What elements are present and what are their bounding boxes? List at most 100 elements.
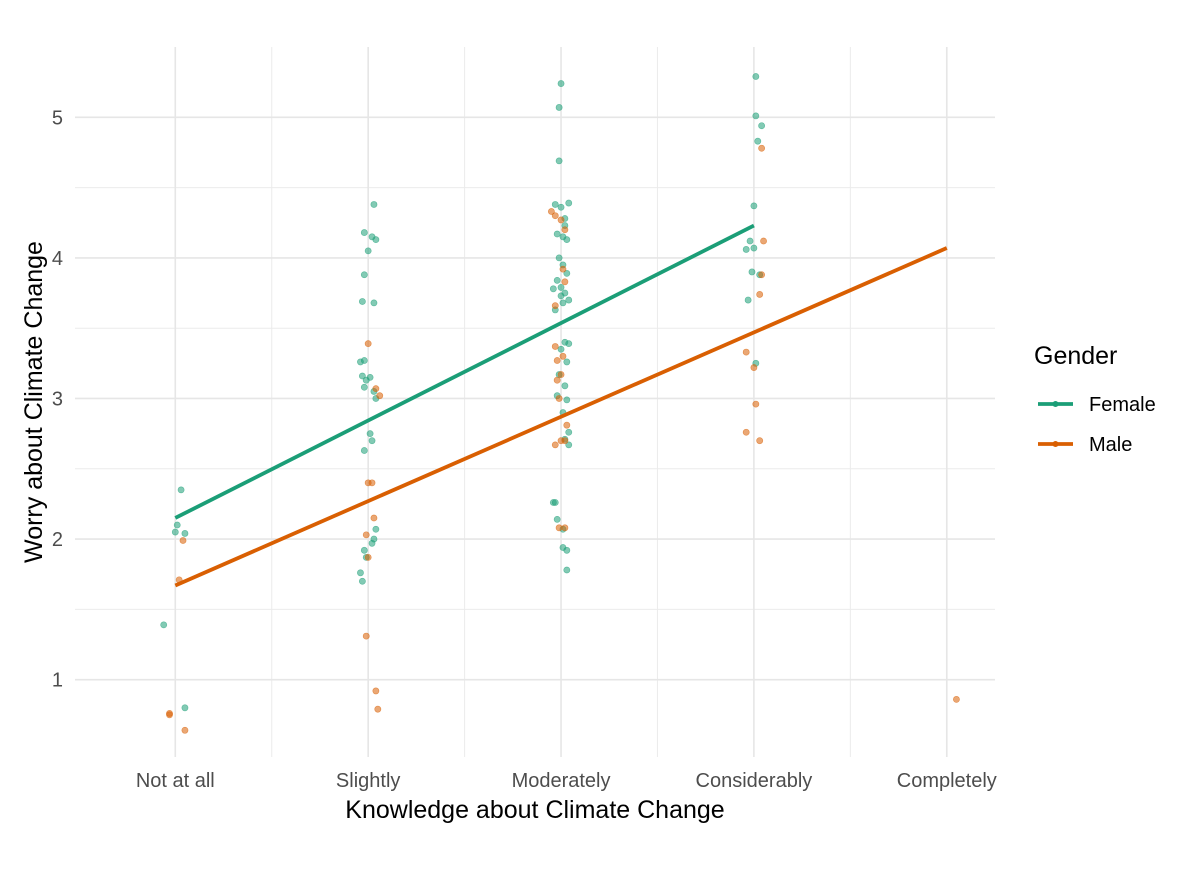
female-point (364, 247, 372, 255)
male-point (760, 237, 767, 245)
female-point (565, 340, 573, 348)
male-point (368, 479, 376, 487)
male-point (547, 208, 555, 215)
male-point (362, 531, 370, 539)
female-point (559, 299, 567, 307)
female-point (752, 112, 760, 120)
female-point (553, 276, 561, 284)
female-point (173, 521, 181, 529)
y-tick-label: 4 (52, 248, 63, 270)
x-tick-label: Moderately (512, 770, 611, 792)
female-point (360, 229, 368, 236)
female-point (565, 199, 573, 207)
female-point (551, 201, 559, 208)
x-axis-tick-labels: Not at all Slightly Moderately Considerably… (136, 770, 997, 792)
female-point (177, 486, 185, 494)
x-axis-title: Knowledge about Climate Change (345, 796, 724, 824)
female-point (565, 441, 573, 449)
female-point (563, 269, 571, 277)
male-point (551, 343, 559, 350)
female-point (555, 104, 563, 111)
male-point (742, 428, 750, 436)
female-point (368, 539, 376, 547)
male-point (374, 705, 382, 713)
male-point (758, 144, 766, 152)
male-point (551, 212, 559, 220)
legend-key-point (1052, 401, 1059, 407)
legend-label: Male (1089, 434, 1132, 456)
x-tick-label: Not at all (136, 770, 215, 792)
male-point (551, 441, 559, 449)
male-point (559, 265, 567, 273)
male-point (166, 711, 173, 719)
female-point (744, 296, 752, 304)
male-point (370, 514, 378, 522)
female-point (372, 525, 380, 533)
legend-label: Female (1089, 394, 1156, 416)
y-tick-label: 5 (52, 107, 63, 129)
male-point (181, 726, 189, 734)
male-point (364, 553, 372, 561)
female-point (758, 122, 766, 130)
male-point (179, 537, 187, 544)
female-point (366, 430, 374, 438)
male-point (372, 385, 380, 393)
x-tick-label: Considerably (696, 770, 813, 792)
female-point (565, 296, 573, 304)
data-points (160, 73, 960, 734)
male-point (756, 437, 764, 445)
female-point (557, 203, 565, 211)
male-point (561, 226, 569, 234)
male-point (758, 271, 766, 279)
female-point (372, 236, 380, 244)
legend-item-male: Male (1038, 434, 1132, 456)
female-fit-line (174, 223, 755, 520)
female-point (160, 621, 168, 629)
female-point (557, 80, 565, 87)
female-point (360, 546, 368, 554)
male-point (364, 340, 372, 348)
female-point (742, 246, 750, 253)
y-axis-title: Worry about Climate Change (20, 241, 48, 563)
female-point (181, 530, 189, 537)
female-point (171, 528, 179, 536)
female-point (563, 546, 571, 554)
y-tick-label: 1 (52, 670, 63, 692)
legend-item-female: Female (1038, 394, 1156, 416)
male-point (561, 437, 569, 445)
y-tick-label: 3 (52, 388, 63, 410)
male-point (561, 278, 569, 286)
female-point (563, 236, 571, 244)
legend-title: Gender (1034, 342, 1117, 370)
female-point (555, 157, 563, 165)
male-point (372, 687, 380, 695)
legend-key-point (1052, 441, 1059, 447)
female-point (360, 383, 368, 391)
female-point (750, 244, 758, 252)
female-point (746, 237, 754, 245)
female-point (748, 268, 756, 276)
x-tick-label: Completely (897, 770, 997, 792)
minor-grid (75, 47, 995, 757)
male-point (376, 392, 384, 400)
female-point (563, 358, 571, 366)
female-point (357, 569, 364, 577)
legend: Gender Female Male (1034, 342, 1156, 456)
female-point (752, 73, 760, 80)
male-point (742, 348, 750, 356)
female-point (561, 382, 569, 390)
fit-lines (174, 223, 948, 588)
male-point (553, 357, 561, 364)
female-point (360, 357, 368, 364)
female-point (551, 499, 559, 506)
x-tick-label: Slightly (336, 770, 400, 792)
female-point (553, 515, 561, 523)
female-point (370, 299, 378, 307)
female-point (563, 566, 571, 574)
male-point (555, 395, 563, 402)
male-point (561, 524, 569, 532)
female-point (549, 285, 557, 293)
female-point (368, 437, 376, 445)
female-point (750, 202, 758, 210)
